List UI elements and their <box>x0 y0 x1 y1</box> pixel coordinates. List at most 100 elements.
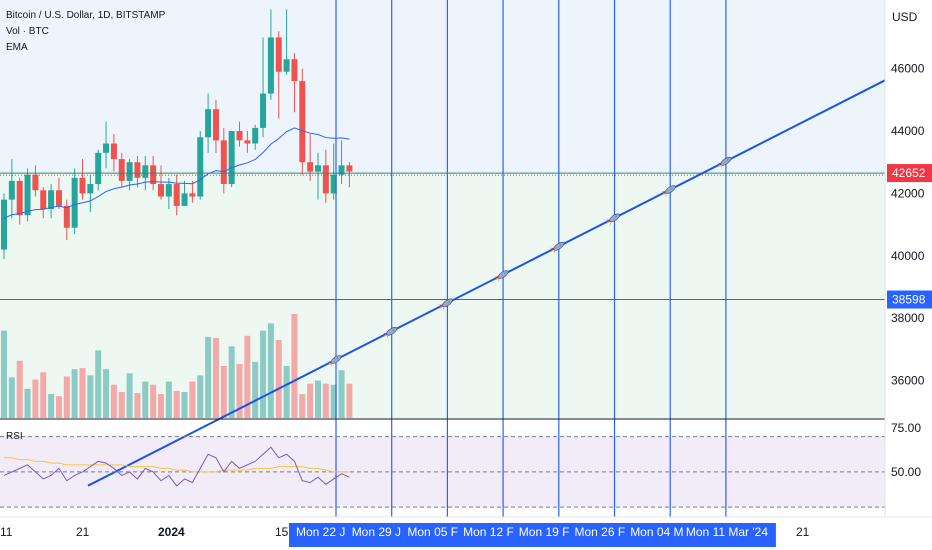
rocket-window <box>336 357 339 360</box>
volume-bar <box>244 335 251 418</box>
candle-body <box>346 165 353 172</box>
rocket-icon <box>660 185 676 198</box>
volume-bar <box>220 366 227 418</box>
candle-body <box>103 143 110 153</box>
volume-bar <box>165 381 172 418</box>
date-marker-label: Mon 05 F <box>407 525 458 539</box>
volume-bar <box>189 381 196 418</box>
volume-bar <box>87 375 94 418</box>
candle-body <box>87 184 94 194</box>
legend-volume[interactable]: Vol · BTC <box>6 26 49 37</box>
volume-bar <box>16 360 23 418</box>
zone-upper-blue <box>0 0 885 174</box>
last-price-label: 42652 <box>892 166 926 180</box>
volume-bar <box>103 369 110 418</box>
price-tick-label: 40000 <box>891 249 925 263</box>
volume-bar <box>55 396 62 418</box>
volume-bar <box>110 384 117 418</box>
candle-body <box>126 162 133 181</box>
date-range-highlight <box>289 523 776 547</box>
candle-body <box>40 190 47 209</box>
candle-body <box>338 165 345 175</box>
rocket-flame <box>550 249 554 252</box>
volume-bar <box>205 336 212 418</box>
volume-bar <box>299 394 306 418</box>
date-marker-label: Mon 29 J <box>352 525 401 539</box>
candle-body <box>205 109 212 138</box>
rocket-icon <box>326 355 342 368</box>
volume-bar <box>134 393 141 418</box>
price-tick-label: 36000 <box>891 374 925 388</box>
volume-bar <box>315 380 321 418</box>
price-tick-label: 38000 <box>891 311 925 325</box>
volume-bar <box>197 375 204 418</box>
candle-body <box>260 93 267 128</box>
rocket-flame <box>383 334 387 337</box>
rsi-tick-label: 50.00 <box>891 465 921 479</box>
rocket-icon <box>493 270 509 283</box>
legend-ema[interactable]: EMA <box>6 42 28 53</box>
candle-body <box>158 184 164 197</box>
volume-bar <box>228 346 235 418</box>
zone-lower-green <box>0 173 885 418</box>
volume-bar <box>307 383 314 418</box>
legend-symbol[interactable]: Bitcoin / U.S. Dollar, 1D, BITSTAMP <box>6 10 166 21</box>
time-tick-label: 11 <box>0 525 13 539</box>
rocket-body <box>386 326 398 336</box>
price-tick-label: 42000 <box>891 186 925 200</box>
date-marker-label: Mon 19 F <box>519 525 570 539</box>
candle-body <box>330 174 337 194</box>
volume-bar <box>79 368 86 418</box>
volume-bar <box>346 383 353 418</box>
candle-body <box>71 177 78 228</box>
volume-bar <box>322 383 329 418</box>
candle-body <box>322 165 329 194</box>
volume-bar <box>32 379 39 418</box>
level-price-label: 38598 <box>892 293 926 307</box>
candle-body <box>228 131 235 185</box>
volume-bar <box>260 330 267 418</box>
volume-bar <box>71 369 78 418</box>
candle-body <box>16 180 23 216</box>
candle-body <box>142 165 149 178</box>
candle-body <box>95 152 102 185</box>
volume-bar <box>252 361 259 418</box>
candle-body <box>299 81 306 163</box>
rsi-legend[interactable]: RSI <box>6 431 23 442</box>
trend-line <box>87 79 886 487</box>
candle-body <box>267 37 274 94</box>
volume-bar <box>150 384 157 418</box>
candle-body <box>55 190 62 206</box>
rocket-icon <box>605 213 620 227</box>
candle-body <box>252 127 259 144</box>
rocket-flame <box>662 192 666 196</box>
candle-body <box>197 137 204 197</box>
volume-bar <box>24 388 31 418</box>
date-marker-label: Mon 22 J <box>296 525 345 539</box>
rsi-line <box>3 446 350 487</box>
candle-body <box>24 174 31 216</box>
chart-legend: Bitcoin / U.S. Dollar, 1D, BITSTAMP Vol … <box>6 8 165 56</box>
candle-body <box>118 159 125 181</box>
volume-bar <box>283 366 290 418</box>
volume-bar <box>275 340 282 418</box>
candle-body <box>8 180 15 200</box>
rocket-window <box>503 272 506 275</box>
rocket-flame <box>606 221 610 224</box>
candle-body <box>181 193 188 206</box>
rocket-window <box>559 244 562 247</box>
rocket-icon <box>382 326 398 340</box>
rocket-flame <box>439 306 443 309</box>
volume-bar <box>40 372 47 418</box>
volume-bar <box>118 392 125 418</box>
rocket-window <box>448 300 451 303</box>
candle-body <box>165 184 172 197</box>
candle-body <box>315 165 321 172</box>
currency-label[interactable]: USD <box>892 10 918 24</box>
candle-body <box>212 109 219 141</box>
volume-bar <box>212 337 219 418</box>
candle-body <box>32 174 39 191</box>
volume-bar <box>1 330 7 418</box>
